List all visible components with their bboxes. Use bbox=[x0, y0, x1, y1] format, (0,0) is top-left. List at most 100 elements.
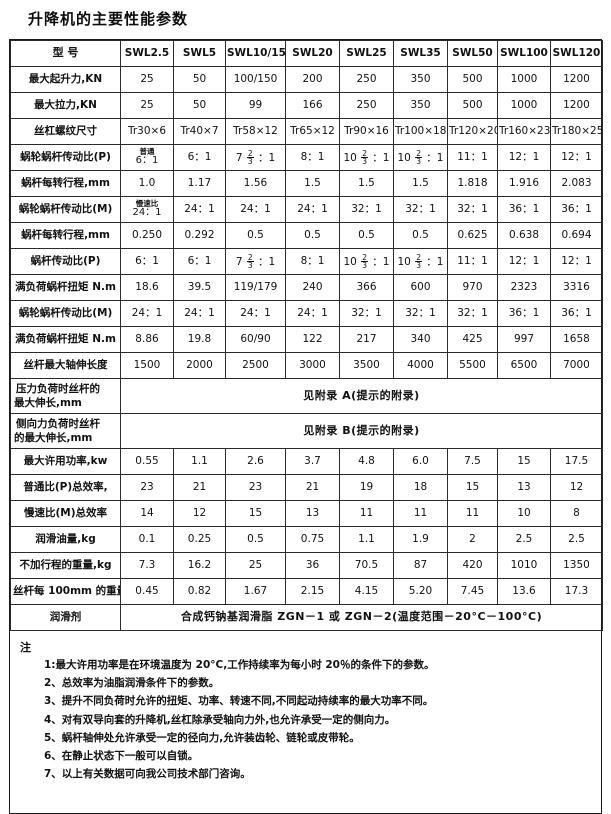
table-cell: 6500 bbox=[497, 352, 551, 379]
table-cell: 32：1 bbox=[393, 300, 448, 327]
table-cell: 23 bbox=[225, 474, 286, 501]
table-cell: 11：1 bbox=[447, 144, 498, 171]
table-cell: 0.5 bbox=[339, 222, 394, 249]
table-cell: 0.292 bbox=[173, 222, 226, 249]
table-cell: 0.5 bbox=[285, 222, 340, 249]
table-cell: 50 bbox=[173, 66, 226, 93]
table-cell: 11：1 bbox=[447, 248, 498, 275]
table-row: 普通比(P)总效率, 23 21 23 21 19 18 15 13 12 bbox=[10, 474, 603, 501]
table-cell: 3500 bbox=[339, 352, 394, 379]
table-cell: 1.56 bbox=[225, 170, 286, 197]
row-label: 蜗杆每转行程,mm bbox=[10, 222, 121, 249]
table-cell: 0.82 bbox=[173, 578, 226, 605]
table-row: 蜗杆每转行程,mm 0.250 0.292 0.5 0.5 0.5 0.5 0.625 0.63… bbox=[10, 222, 603, 249]
column-header-model: SWL2.5 bbox=[120, 40, 174, 67]
table-cell: 119/179 bbox=[225, 274, 286, 301]
column-header-model: SWL10/15 bbox=[225, 40, 286, 67]
table-cell: 6.0 bbox=[393, 448, 448, 475]
row-label: 蜗杆每转行程,mm bbox=[10, 170, 121, 197]
table-cell: 36：1 bbox=[550, 300, 603, 327]
table-cell: 70.5 bbox=[339, 552, 394, 579]
table-cell: 24：1 bbox=[285, 196, 340, 223]
column-header-model: SWL100 bbox=[497, 40, 551, 67]
table-cell: 24：1 bbox=[120, 300, 174, 327]
table-cell: 2.6 bbox=[225, 448, 286, 475]
table-cell: Tr180×25 bbox=[550, 118, 603, 145]
table-cell: 15 bbox=[447, 474, 498, 501]
table-row: 满负荷蜗杆扭矩 N.m 8.86 19.8 60/90 122 217 340 425 997 1… bbox=[10, 326, 603, 353]
row-label: 压力负荷时丝杆的 最大伸长,mm bbox=[10, 378, 121, 414]
table-row-merged: 压力负荷时丝杆的 最大伸长,mm 见附录 A(提示的附录) bbox=[10, 378, 603, 414]
table-row-merged: 侧向力负荷时丝杆 的最大伸长,mm 见附录 B(提示的附录) bbox=[10, 413, 603, 449]
table-cell: 425 bbox=[447, 326, 498, 353]
note-item: 2、总效率为油脂润滑条件下的参数。 bbox=[44, 677, 220, 690]
note-item: 7、以上有关数据可向我公司技术部门咨询。 bbox=[44, 768, 251, 781]
table-cell: 25 bbox=[120, 92, 174, 119]
table-cell: 1658 bbox=[550, 326, 603, 353]
table-cell: 13 bbox=[285, 500, 340, 527]
table-cell: 1200 bbox=[550, 66, 603, 93]
table-cell: 1.5 bbox=[393, 170, 448, 197]
table-cell: 15 bbox=[225, 500, 286, 527]
table-cell: 2500 bbox=[225, 352, 286, 379]
table-row: 蜗轮蜗杆传动比(M) 24：1 24：1 24：1 24：1 32：1 32：1 32：1 36… bbox=[10, 300, 603, 327]
table-cell: 1.0 bbox=[120, 170, 174, 197]
table-cell: 12 bbox=[550, 474, 603, 501]
table-cell: 1.1 bbox=[173, 448, 226, 475]
table-cell: 350 bbox=[393, 66, 448, 93]
table-cell: 1010 bbox=[497, 552, 551, 579]
table-cell: 12：1 bbox=[550, 248, 603, 275]
table-cell: 12 bbox=[173, 500, 226, 527]
table-cell: 8：1 bbox=[285, 144, 340, 171]
table-cell: 3.7 bbox=[285, 448, 340, 475]
table-cell: 32：1 bbox=[339, 300, 394, 327]
table-cell: 0.694 bbox=[550, 222, 603, 249]
table-cell: 1.67 bbox=[225, 578, 286, 605]
table-cell: 32：1 bbox=[339, 196, 394, 223]
table-cell: 5.20 bbox=[393, 578, 448, 605]
column-header-model: SWL20 bbox=[285, 40, 340, 67]
table-cell: 36：1 bbox=[497, 196, 551, 223]
row-label: 丝杆每 100mm 的重量 bbox=[10, 578, 121, 605]
table-cell: 21 bbox=[173, 474, 226, 501]
table-row: 最大许用功率,kw 0.55 1.1 2.6 3.7 4.8 6.0 7.5 15 17.5 bbox=[10, 448, 603, 475]
table-cell: 0.75 bbox=[285, 526, 340, 553]
table-row: 丝杆每 100mm 的重量 0.45 0.82 1.67 2.15 4.15 5.20 7.4… bbox=[10, 578, 603, 605]
table-cell: 21 bbox=[285, 474, 340, 501]
table-cell: 2.5 bbox=[550, 526, 603, 553]
column-header-model: SWL5 bbox=[173, 40, 226, 67]
table-cell: 4.8 bbox=[339, 448, 394, 475]
header-model-label: 型 号 bbox=[10, 40, 121, 67]
table-cell: 420 bbox=[447, 552, 498, 579]
table-cell: 99 bbox=[225, 92, 286, 119]
row-label: 润滑剂 bbox=[10, 604, 121, 631]
table-cell: 32：1 bbox=[393, 196, 448, 223]
table-cell: 2.15 bbox=[285, 578, 340, 605]
table-cell: 6：1 bbox=[173, 248, 226, 275]
note-item: 3、提升不同负荷时允许的扭矩、功率、转速不同,不同起动持续率的最大功率不同。 bbox=[44, 695, 434, 708]
table-cell: 18 bbox=[393, 474, 448, 501]
table-cell: 36 bbox=[285, 552, 340, 579]
table-cell: 13 bbox=[497, 474, 551, 501]
table-cell: 2.083 bbox=[550, 170, 603, 197]
table-cell: 10 bbox=[497, 500, 551, 527]
table-cell: 350 bbox=[393, 92, 448, 119]
table-cell: 1.818 bbox=[447, 170, 498, 197]
table-cell: 39.5 bbox=[173, 274, 226, 301]
row-label: 不加行程的重量,kg bbox=[10, 552, 121, 579]
table-cell: 7.45 bbox=[447, 578, 498, 605]
appendix-reference-cell: 见附录 B(提示的附录) bbox=[120, 413, 603, 449]
row-label: 丝杠螺纹尺寸 bbox=[10, 118, 121, 145]
note-item: 5、蜗杆轴伸处允许承受一定的径向力,允许装齿轮、链轮或皮带轮。 bbox=[44, 731, 360, 744]
table-cell: 15 bbox=[497, 448, 551, 475]
table-cell: 24：1 bbox=[173, 196, 226, 223]
table-cell: 24：1 bbox=[225, 300, 286, 327]
table-cell: 11 bbox=[339, 500, 394, 527]
row-label: 慢速比(M)总效率 bbox=[10, 500, 121, 527]
row-label: 蜗轮蜗杆传动比(M) bbox=[10, 300, 121, 327]
table-cell: Tr90×16 bbox=[339, 118, 394, 145]
table-row: 满负荷蜗杆扭矩 N.m 18.6 39.5 119/179 240 366 600 970 23… bbox=[10, 274, 603, 301]
